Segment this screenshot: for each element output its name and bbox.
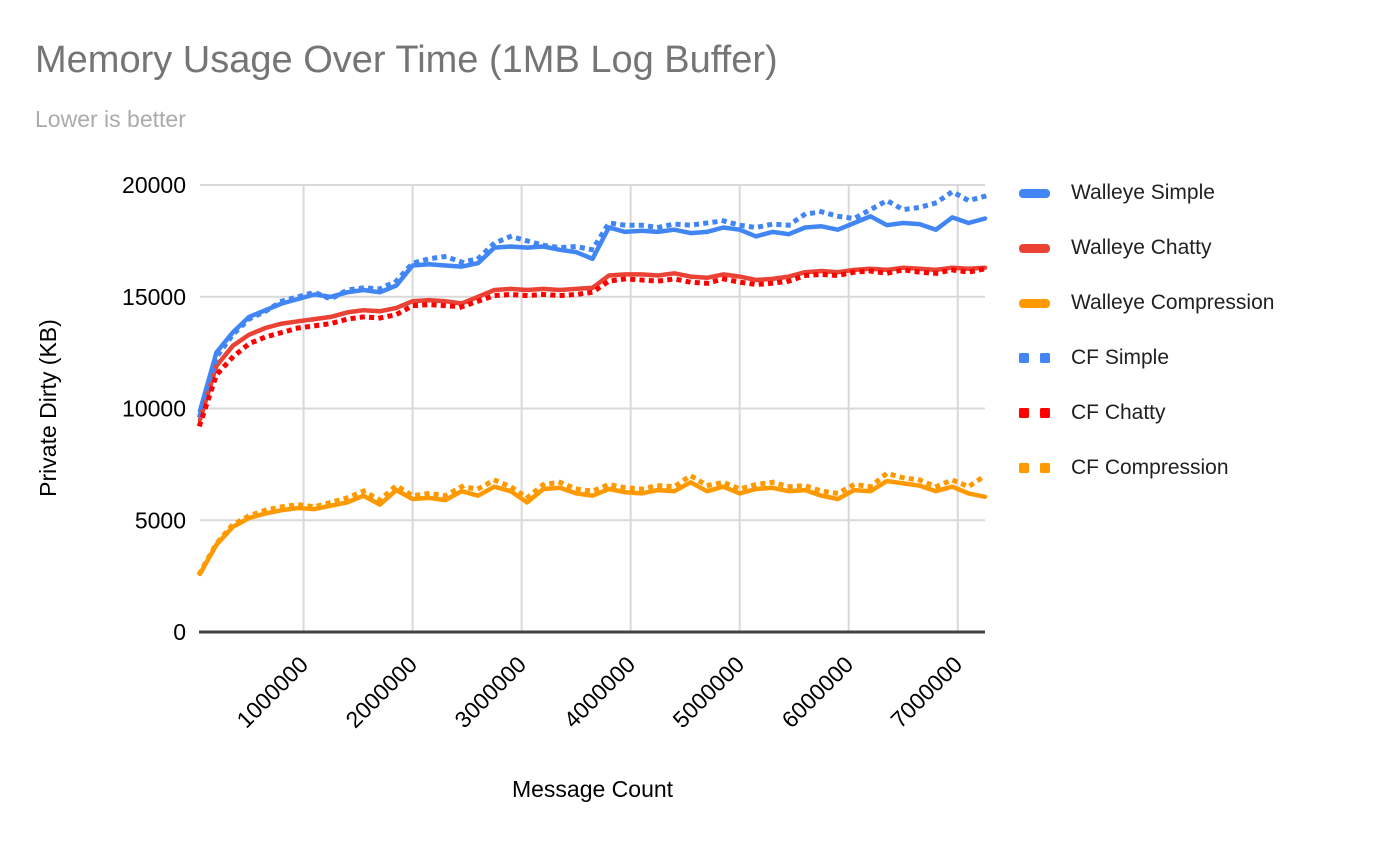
x-axis-title: Message Count bbox=[511, 776, 674, 802]
x-tick-label: 1000000 bbox=[231, 651, 313, 733]
series-line-cf-compression bbox=[196, 470, 989, 577]
legend-label: Walleye Simple bbox=[1071, 181, 1215, 204]
legend-label: CF Simple bbox=[1071, 346, 1170, 369]
series-line-walleye-compression bbox=[197, 478, 988, 577]
legend-solid-line-swatch bbox=[1019, 188, 1050, 198]
legend-item-walleye-simple[interactable]: Walleye Simple bbox=[1019, 181, 1215, 205]
legend-item-cf-simple[interactable]: CF Simple bbox=[1019, 346, 1169, 370]
chart-title: Memory Usage Over Time (1MB Log Buffer) bbox=[35, 39, 778, 81]
x-tick-label: 6000000 bbox=[777, 651, 859, 733]
y-tick-label: 0 bbox=[173, 619, 186, 645]
x-tick-label: 2000000 bbox=[340, 651, 422, 733]
legend-label: CF Chatty bbox=[1071, 401, 1166, 424]
legend-label: Walleye Chatty bbox=[1071, 236, 1212, 259]
legend-item-walleye-chatty[interactable]: Walleye Chatty bbox=[1019, 236, 1211, 260]
y-tick-label: 20000 bbox=[122, 172, 186, 198]
legend-label: CF Compression bbox=[1071, 456, 1229, 479]
x-tick-label: 4000000 bbox=[559, 651, 641, 733]
legend-dotted-line-swatch bbox=[1019, 408, 1050, 418]
chart-subtitle: Lower is better bbox=[35, 106, 186, 132]
legend-dotted-line-swatch bbox=[1019, 463, 1050, 473]
y-tick-label: 15000 bbox=[122, 284, 186, 310]
legend-item-cf-compression[interactable]: CF Compression bbox=[1019, 456, 1229, 480]
legend-solid-line-swatch bbox=[1019, 298, 1050, 308]
series-line-walleye-simple bbox=[197, 214, 988, 413]
legend-item-walleye-compression[interactable]: Walleye Compression bbox=[1019, 291, 1274, 315]
y-tick-label: 10000 bbox=[122, 396, 186, 422]
series-line-cf-chatty bbox=[196, 265, 988, 428]
legend-solid-line-swatch bbox=[1019, 243, 1050, 253]
y-tick-label: 5000 bbox=[135, 507, 186, 533]
y-axis-title: Private Dirty (KB) bbox=[35, 319, 61, 497]
legend-item-cf-chatty[interactable]: CF Chatty bbox=[1019, 401, 1166, 425]
x-tick-label: 5000000 bbox=[668, 651, 750, 733]
series-line-cf-simple bbox=[196, 189, 989, 419]
legend-label: Walleye Compression bbox=[1071, 291, 1275, 314]
legend-dotted-line-swatch bbox=[1019, 353, 1050, 363]
x-tick-label: 7000000 bbox=[886, 651, 968, 733]
x-tick-label: 3000000 bbox=[449, 651, 531, 733]
series-line-walleye-chatty bbox=[197, 265, 988, 422]
